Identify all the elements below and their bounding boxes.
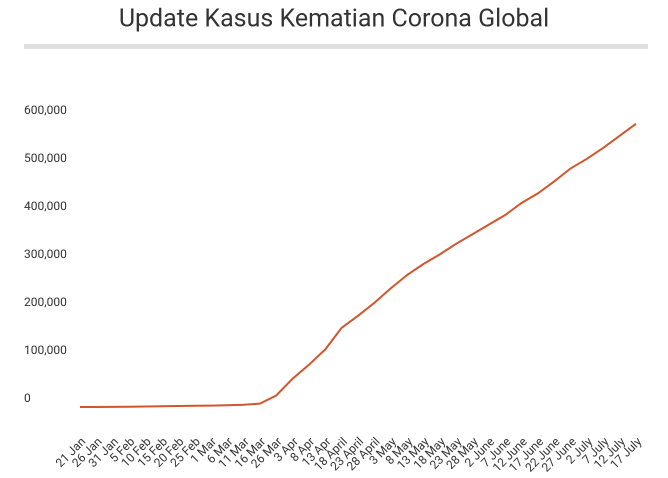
y-tick-label: 200,000 xyxy=(24,295,67,309)
chart-title: Update Kasus Kematian Corona Global xyxy=(119,5,549,34)
title-underline xyxy=(24,44,648,49)
line-series xyxy=(80,122,637,408)
y-tick-label: 300,000 xyxy=(24,247,67,261)
y-tick-label: 0 xyxy=(24,391,31,405)
y-tick-label: 400,000 xyxy=(24,199,67,213)
y-tick-label: 500,000 xyxy=(24,151,67,165)
y-tick-label: 100,000 xyxy=(24,343,67,357)
y-tick-label: 600,000 xyxy=(24,103,67,117)
